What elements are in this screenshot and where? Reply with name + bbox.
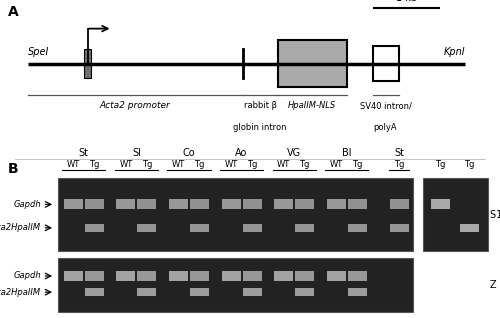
Text: globin intron: globin intron xyxy=(233,123,287,132)
Text: B: B xyxy=(8,162,18,176)
Bar xyxy=(222,271,240,281)
Text: Gapdh: Gapdh xyxy=(14,200,41,209)
Text: Co: Co xyxy=(182,148,196,158)
Bar xyxy=(222,199,240,210)
Text: Tg: Tg xyxy=(394,160,404,169)
Bar xyxy=(326,271,345,281)
Text: 1 kb: 1 kb xyxy=(396,0,417,3)
Bar xyxy=(138,199,156,210)
Bar xyxy=(295,199,314,210)
Bar xyxy=(84,49,90,78)
Text: polyA: polyA xyxy=(374,123,398,132)
Text: Tg: Tg xyxy=(247,160,258,169)
Bar xyxy=(242,199,262,210)
Text: SV40 intron/: SV40 intron/ xyxy=(360,101,412,110)
Bar xyxy=(138,271,156,281)
Text: VG: VG xyxy=(287,148,301,158)
Text: Tg: Tg xyxy=(352,160,362,169)
Bar xyxy=(64,271,83,281)
Bar xyxy=(390,224,409,232)
Bar xyxy=(190,199,209,210)
Bar xyxy=(169,271,188,281)
Text: WT: WT xyxy=(224,160,237,169)
Text: WT: WT xyxy=(330,160,343,169)
Bar xyxy=(242,271,262,281)
Bar xyxy=(190,271,209,281)
Text: KpnI: KpnI xyxy=(444,47,465,57)
Bar xyxy=(274,271,293,281)
Text: Acta2HpaIIM: Acta2HpaIIM xyxy=(0,223,41,232)
Text: Tg: Tg xyxy=(194,160,204,169)
Text: WT: WT xyxy=(277,160,290,169)
Text: WT: WT xyxy=(119,160,132,169)
Text: WT: WT xyxy=(66,160,80,169)
Text: Bl: Bl xyxy=(342,148,351,158)
Bar xyxy=(116,199,136,210)
Text: Tg: Tg xyxy=(300,160,310,169)
Bar xyxy=(390,199,409,210)
Bar xyxy=(274,199,293,210)
Text: Tg: Tg xyxy=(142,160,152,169)
Bar xyxy=(64,199,83,210)
Text: St: St xyxy=(394,148,404,158)
Bar xyxy=(169,199,188,210)
Text: HpaIIM-NLS: HpaIIM-NLS xyxy=(288,101,336,110)
Bar xyxy=(295,224,314,232)
Text: Acta2HpaIIM: Acta2HpaIIM xyxy=(0,288,41,297)
Bar xyxy=(348,224,367,232)
Bar xyxy=(242,224,262,232)
Text: St: St xyxy=(79,148,89,158)
Text: WT: WT xyxy=(172,160,185,169)
Bar xyxy=(85,271,104,281)
Bar xyxy=(295,288,314,296)
Bar xyxy=(58,258,412,312)
Text: Tg: Tg xyxy=(436,160,446,169)
Text: SI: SI xyxy=(132,148,141,158)
Bar xyxy=(85,224,104,232)
Bar xyxy=(278,40,346,87)
Text: rabbit β: rabbit β xyxy=(244,101,276,110)
Bar xyxy=(190,224,209,232)
Bar xyxy=(85,199,104,210)
Bar xyxy=(372,46,398,81)
Bar xyxy=(460,224,479,232)
Bar xyxy=(431,199,450,210)
Text: Z line: Z line xyxy=(490,280,500,290)
Bar xyxy=(85,288,104,296)
Text: Tg: Tg xyxy=(89,160,100,169)
Bar xyxy=(116,271,136,281)
Bar xyxy=(348,271,367,281)
Text: Tg: Tg xyxy=(464,160,474,169)
Bar xyxy=(326,199,345,210)
Text: Acta2 promoter: Acta2 promoter xyxy=(100,101,170,110)
Text: Gapdh: Gapdh xyxy=(14,272,41,280)
Bar xyxy=(138,288,156,296)
Text: Ao: Ao xyxy=(236,148,248,158)
Text: A: A xyxy=(8,5,18,19)
Bar xyxy=(348,199,367,210)
Bar xyxy=(138,224,156,232)
Bar xyxy=(190,288,209,296)
Text: S13 line: S13 line xyxy=(490,210,500,220)
Bar xyxy=(348,288,367,296)
Bar xyxy=(242,288,262,296)
Text: SpeI: SpeI xyxy=(28,47,49,57)
Bar xyxy=(58,178,412,251)
Bar xyxy=(295,271,314,281)
Bar xyxy=(422,178,488,251)
